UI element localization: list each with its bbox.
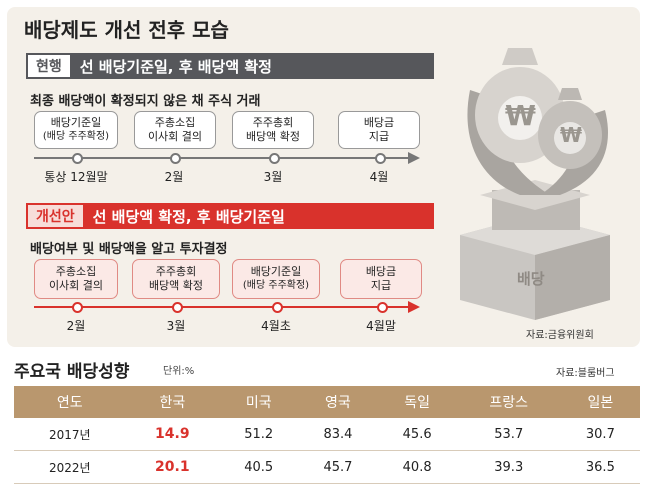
current-time-2: 2월 (164, 170, 184, 184)
col-year: 연도 (14, 386, 126, 418)
improved-step-3: 배당기준일 (배당 주주확정) (232, 259, 320, 299)
improved-step-1-l2: 이사회 결의 (48, 279, 104, 292)
col-usa: 미국 (219, 386, 299, 418)
pedestal-seal-text: 배당 (517, 270, 545, 288)
cell-france: 53.7 (456, 418, 561, 451)
page-title: 배당제도 개선 전후 모습 (24, 18, 229, 42)
cell-korea: 20.1 (125, 450, 220, 484)
current-step-3-l1: 주주총회 (252, 116, 294, 129)
cell-usa: 40.5 (219, 450, 299, 484)
current-step-4-l2: 지급 (368, 130, 390, 143)
current-subtitle: 최종 배당액이 확정되지 않은 채 주식 거래 (30, 94, 261, 109)
improved-timeline-arrow (408, 301, 420, 313)
improved-step-2-l1: 주주총회 (155, 265, 197, 278)
current-dot-3 (269, 153, 280, 164)
current-tag: 현행 (28, 55, 70, 77)
improved-headline: 선 배당액 확정, 후 배당기준일 (92, 207, 285, 226)
improved-step-1: 주총소집 이사회 결의 (34, 259, 118, 299)
current-time-4: 4월 (369, 170, 389, 184)
cell-japan: 36.5 (560, 450, 640, 484)
current-header-bar: 현행 선 배당기준일, 후 배당액 확정 (26, 53, 434, 79)
source-top: 자료:금융위원회 (526, 330, 594, 341)
cell-japan: 30.7 (560, 418, 640, 451)
big-bag-won-icon: ₩ (505, 99, 536, 132)
improved-time-4: 4월말 (366, 319, 396, 333)
improved-step-4-l1: 배당금 (365, 265, 397, 278)
current-step-1: 배당기준일 (배당 주주확정) (34, 111, 118, 149)
current-timeline-arrow (408, 152, 420, 164)
improved-dot-4 (377, 302, 388, 313)
table-row: 2022년 20.1 40.5 45.7 40.8 39.3 36.5 (14, 450, 640, 484)
col-uk: 영국 (298, 386, 378, 418)
table-unit: 단위:% (163, 366, 195, 377)
col-korea: 한국 (125, 386, 220, 418)
current-dot-4 (375, 153, 386, 164)
improved-step-2: 주주총회 배당액 확정 (132, 259, 220, 299)
cell-germany: 40.8 (377, 450, 457, 484)
current-step-2: 주총소집 이사회 결의 (134, 111, 216, 149)
small-bag-won-icon: ₩ (560, 123, 583, 147)
current-step-4: 배당금 지급 (338, 111, 420, 149)
current-step-3: 주주총회 배당액 확정 (232, 111, 314, 149)
improved-step-3-l1: 배당기준일 (250, 265, 302, 278)
improved-header-bar: 개선안 선 배당액 확정, 후 배당기준일 (26, 203, 434, 229)
current-time-1: 통상 12월말 (44, 170, 108, 184)
current-timeline-axis (34, 157, 414, 159)
table-row: 2017년 14.9 51.2 83.4 45.6 53.7 30.7 (14, 418, 640, 451)
cell-uk: 45.7 (298, 450, 378, 484)
improved-time-3: 4월초 (261, 319, 291, 333)
improved-step-1-l1: 주총소집 (55, 265, 97, 278)
cell-korea: 14.9 (125, 418, 220, 451)
col-france: 프랑스 (456, 386, 561, 418)
improved-dot-1 (72, 302, 83, 313)
improved-step-4: 배당금 지급 (340, 259, 422, 299)
payout-table: 연도 한국 미국 영국 독일 프랑스 일본 2017년 14.9 51.2 83… (14, 386, 640, 484)
current-step-1-l1: 배당기준일 (50, 116, 102, 129)
money-bag-illustration (460, 48, 610, 320)
improved-tag: 개선안 (28, 205, 83, 227)
table-title: 주요국 배당성향 (14, 362, 130, 382)
cell-usa: 51.2 (219, 418, 299, 451)
cell-france: 39.3 (456, 450, 561, 484)
current-headline: 선 배당기준일, 후 배당액 확정 (79, 57, 272, 76)
cell-year: 2017년 (14, 418, 126, 451)
current-time-3: 3월 (263, 170, 283, 184)
current-step-2-l1: 주총소집 (154, 116, 196, 129)
improved-step-3-l2: (배당 주주확정) (242, 280, 310, 291)
col-germany: 독일 (377, 386, 457, 418)
improved-dot-2 (172, 302, 183, 313)
improved-timeline-axis (34, 306, 414, 308)
current-step-1-l2: (배당 주주확정) (42, 131, 110, 142)
cell-year: 2022년 (14, 450, 126, 484)
improved-time-1: 2월 (66, 319, 86, 333)
current-dot-2 (170, 153, 181, 164)
improved-subtitle: 배당여부 및 배당액을 알고 투자결정 (30, 242, 228, 257)
improved-dot-3 (272, 302, 283, 313)
improved-step-4-l2: 지급 (370, 279, 392, 292)
current-step-3-l2: 배당액 확정 (245, 130, 301, 143)
cell-germany: 45.6 (377, 418, 457, 451)
col-japan: 일본 (560, 386, 640, 418)
current-step-2-l2: 이사회 결의 (147, 130, 203, 143)
current-step-4-l1: 배당금 (363, 116, 395, 129)
table-header-row: 연도 한국 미국 영국 독일 프랑스 일본 (14, 386, 640, 418)
current-dot-1 (72, 153, 83, 164)
table-source: 자료:블룸버그 (556, 368, 615, 379)
improved-time-2: 3월 (166, 319, 186, 333)
improved-step-2-l2: 배당액 확정 (148, 279, 204, 292)
cell-uk: 83.4 (298, 418, 378, 451)
